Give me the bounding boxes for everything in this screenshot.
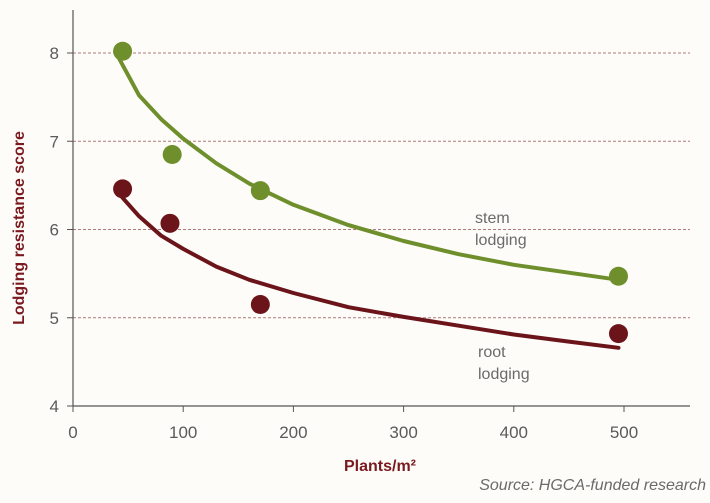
data-point-stem-lodging-1 [162,144,182,164]
series-label-line: lodging [475,232,527,249]
x-tick-label-200: 200 [279,423,307,442]
data-point-stem-lodging-2 [250,181,270,201]
x-tick-label-0: 0 [68,423,77,442]
data-point-stem-lodging-0 [113,41,133,61]
y-tick-label-8: 8 [50,44,59,63]
series-label-line: stem [475,210,510,227]
series-label-root-lodging: root lodging [478,344,530,383]
y-tick-label-5: 5 [50,309,59,328]
data-point-stem-lodging-3 [608,266,628,286]
y-tick-label-6: 6 [50,221,59,240]
series-label-line: lodging [478,366,530,383]
x-tick-label-400: 400 [500,423,528,442]
series-label-line: root [478,344,506,361]
trend-line-stem-lodging [115,52,621,282]
x-tick-label-500: 500 [610,423,638,442]
trend-lines [115,52,621,350]
source-note: Source: HGCA-funded research [479,477,706,494]
x-tick-label-300: 300 [389,423,417,442]
trend-line-root-lodging [115,189,621,350]
tick-labels: 4 5 6 7 8 0 100 200 300 400 500 [50,44,639,442]
x-axis-title: Plants/m² [344,458,416,475]
data-point-root-lodging-1 [160,213,180,233]
y-tick-label-7: 7 [50,132,59,151]
data-point-root-lodging-3 [608,324,628,344]
data-point-root-lodging-0 [113,179,133,199]
y-tick-label-4: 4 [50,397,59,416]
x-tick-label-100: 100 [169,423,197,442]
series-label-stem-lodging: stem lodging [475,210,527,249]
axes [67,10,690,412]
y-axis-title: Lodging resistance score [11,131,28,325]
series-labels: stem lodging root lodging [475,210,530,383]
data-points [113,41,628,344]
data-point-root-lodging-2 [250,295,270,315]
